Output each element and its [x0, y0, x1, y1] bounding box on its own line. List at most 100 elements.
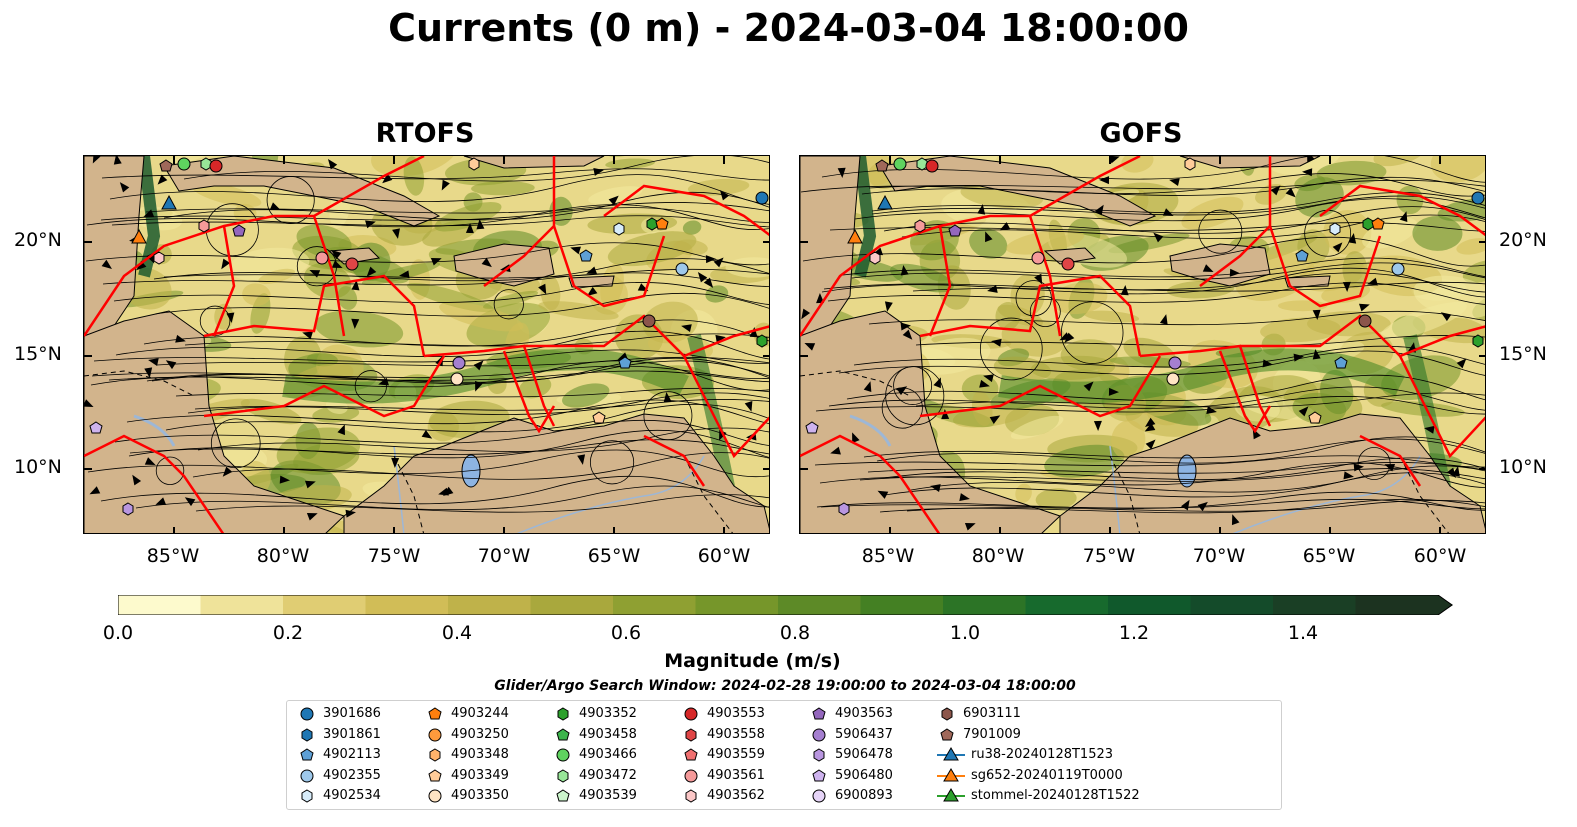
flow-arrow — [703, 277, 714, 288]
float-marker[interactable] — [159, 159, 173, 172]
legend-item: 4903563 — [809, 704, 893, 724]
current-magnitude-patch — [242, 283, 271, 306]
float-marker[interactable] — [232, 224, 246, 237]
float-marker[interactable] — [877, 194, 893, 210]
float-marker[interactable] — [675, 262, 689, 276]
float-marker[interactable] — [579, 249, 593, 262]
legend-marker-icon — [937, 788, 965, 802]
float-marker[interactable] — [948, 224, 962, 237]
flow-arrow — [1285, 187, 1296, 198]
float-marker[interactable] — [345, 257, 359, 271]
float-marker[interactable] — [209, 159, 223, 173]
float-marker[interactable] — [198, 219, 210, 233]
float-marker[interactable] — [452, 356, 466, 370]
float-marker[interactable] — [1295, 249, 1309, 262]
flow-arrow — [1099, 176, 1110, 185]
float-marker[interactable] — [642, 314, 656, 328]
float-marker[interactable] — [869, 251, 881, 265]
lon-label-65w-right: 65°W — [1302, 545, 1356, 567]
float-marker[interactable] — [925, 159, 939, 173]
float-marker[interactable] — [200, 157, 212, 171]
river — [516, 455, 705, 533]
float-marker[interactable] — [450, 372, 464, 386]
float-marker[interactable] — [613, 222, 625, 236]
float-marker[interactable] — [161, 194, 177, 210]
legend-item-label: 3901686 — [323, 706, 381, 721]
float-marker[interactable] — [177, 157, 191, 171]
float-marker[interactable] — [618, 356, 632, 369]
yucatan-current — [138, 156, 161, 278]
float-marker[interactable] — [655, 217, 669, 230]
float-marker[interactable] — [847, 228, 863, 244]
eez-boundary — [928, 225, 952, 337]
legend-item: ru38-20240128T1523 — [937, 745, 1113, 765]
float-marker[interactable] — [756, 334, 768, 348]
streamline — [143, 319, 769, 347]
map-rtofs-canvas — [84, 156, 769, 533]
float-marker[interactable] — [592, 411, 606, 424]
float-marker[interactable] — [1334, 356, 1348, 369]
flow-arrow — [830, 446, 841, 455]
float-marker[interactable] — [646, 217, 658, 231]
float-marker[interactable] — [916, 157, 928, 171]
float-marker[interactable] — [1391, 262, 1405, 276]
streamline — [156, 356, 769, 367]
float-marker[interactable] — [1168, 356, 1182, 370]
streamline — [184, 333, 769, 347]
float-marker[interactable] — [1184, 157, 1196, 171]
lake-maracaibo — [1177, 454, 1197, 488]
current-magnitude-patch — [1167, 280, 1235, 299]
legend-marker-icon — [428, 728, 442, 741]
float-marker[interactable] — [1061, 257, 1075, 271]
float-marker[interactable] — [1031, 251, 1045, 265]
float-marker[interactable] — [153, 251, 165, 265]
flow-arrow — [1456, 358, 1467, 369]
river — [1232, 455, 1421, 533]
float-marker[interactable] — [914, 219, 926, 233]
eez-boundary — [800, 434, 941, 533]
flow-arrow — [1202, 264, 1214, 273]
float-marker[interactable] — [89, 421, 103, 434]
flow-arrow — [989, 415, 1001, 425]
streamline — [802, 236, 1485, 267]
float-marker[interactable] — [893, 157, 907, 171]
flow-arrow — [500, 264, 511, 273]
current-magnitude-patch — [314, 310, 404, 348]
float-marker[interactable] — [875, 159, 889, 172]
flow-arrow — [1367, 277, 1378, 286]
flow-arrow — [1093, 420, 1102, 431]
float-marker[interactable] — [1329, 222, 1341, 236]
float-marker[interactable] — [805, 421, 819, 434]
flow-arrow — [1312, 309, 1321, 320]
streamline — [128, 429, 769, 459]
float-marker[interactable] — [1358, 314, 1372, 328]
legend-marker-icon — [428, 768, 442, 781]
float-marker[interactable] — [122, 502, 134, 516]
streamline — [846, 374, 1485, 401]
legend-item-label: 7901009 — [963, 726, 1021, 742]
current-magnitude-patch — [538, 301, 619, 321]
float-marker[interactable] — [131, 228, 147, 244]
legend-marker-icon — [300, 748, 314, 761]
float-marker[interactable] — [1308, 411, 1322, 424]
float-marker[interactable] — [1371, 217, 1385, 230]
flow-arrow — [593, 168, 604, 176]
float-marker[interactable] — [1471, 191, 1485, 205]
streamline — [906, 500, 1485, 512]
flow-arrow — [930, 484, 941, 492]
float-marker[interactable] — [1472, 334, 1484, 348]
float-marker[interactable] — [468, 157, 480, 171]
float-marker[interactable] — [755, 191, 769, 205]
flow-arrow — [964, 522, 976, 531]
flow-arrow — [435, 355, 444, 367]
colorbar-segment — [778, 595, 861, 615]
colorbar-tick-0: 0.0 — [102, 622, 134, 644]
current-magnitude-patch — [1030, 355, 1116, 380]
legend-item-label: 4903563 — [835, 706, 893, 721]
float-marker[interactable] — [315, 251, 329, 265]
flow-arrow — [421, 429, 433, 439]
float-marker[interactable] — [1166, 372, 1180, 386]
float-marker[interactable] — [1362, 217, 1374, 231]
float-marker[interactable] — [838, 502, 850, 516]
legend-item-label: 4903352 — [579, 706, 637, 721]
